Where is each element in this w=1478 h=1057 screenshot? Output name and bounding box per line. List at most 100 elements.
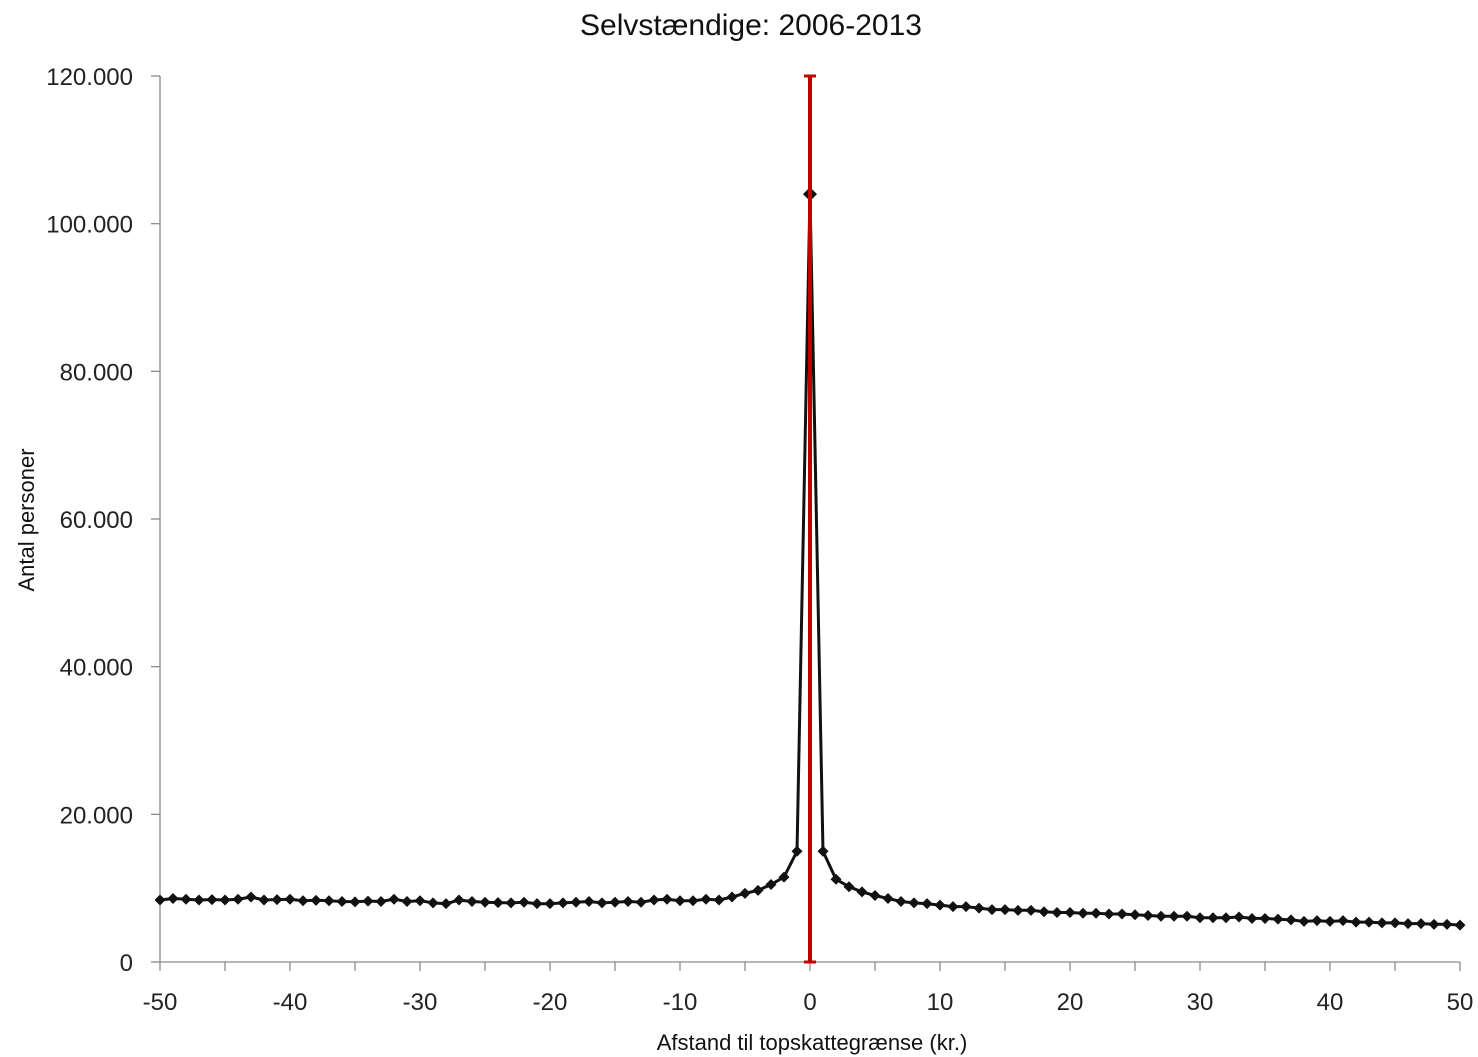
- data-point: [895, 895, 907, 907]
- data-point: [427, 897, 439, 909]
- y-tick-label: 20.000: [60, 802, 133, 829]
- data-point: [596, 897, 608, 909]
- data-point: [271, 894, 283, 906]
- data-point: [973, 902, 985, 914]
- x-tick-label: 50: [1447, 989, 1474, 1016]
- data-point: [752, 884, 764, 896]
- data-point: [609, 896, 621, 908]
- data-point: [1363, 916, 1375, 928]
- data-point: [648, 894, 660, 906]
- data-point: [453, 894, 465, 906]
- data-point: [1051, 907, 1063, 919]
- data-point: [583, 895, 595, 907]
- data-point: [1350, 916, 1362, 928]
- data-point: [635, 896, 647, 908]
- x-tick-label: 30: [1187, 989, 1214, 1016]
- data-point: [1272, 913, 1284, 925]
- data-point: [778, 871, 790, 883]
- data-point: [1389, 917, 1401, 929]
- data-point: [479, 896, 491, 908]
- y-axis: 0 20.000 40.000 60.000 80.000 100.000 120.000: [46, 64, 161, 977]
- data-point: [362, 895, 374, 907]
- data-point: [375, 895, 387, 907]
- data-point: [726, 891, 738, 903]
- data-point: [1298, 915, 1310, 927]
- data-point: [1064, 907, 1076, 919]
- data-point: [921, 898, 933, 910]
- data-point: [414, 895, 426, 907]
- data-point: [1129, 909, 1141, 921]
- data-point: [1259, 912, 1271, 924]
- data-point: [570, 896, 582, 908]
- data-point: [1311, 915, 1323, 927]
- x-tick-label: 0: [803, 989, 816, 1016]
- data-point: [245, 891, 257, 903]
- x-tick-label: 10: [927, 989, 954, 1016]
- data-point: [544, 898, 556, 910]
- data-point: [1233, 911, 1245, 923]
- data-point: [1337, 915, 1349, 927]
- x-tick-label: -10: [663, 989, 698, 1016]
- x-tick-label: 20: [1057, 989, 1084, 1016]
- data-point: [232, 893, 244, 905]
- data-point: [1376, 917, 1388, 929]
- data-point: [193, 894, 205, 906]
- data-point: [336, 895, 348, 907]
- data-point: [401, 895, 413, 907]
- data-point: [297, 895, 309, 907]
- data-point: [1454, 919, 1466, 931]
- data-point: [999, 904, 1011, 916]
- data-point: [1402, 918, 1414, 930]
- data-point: [557, 897, 569, 909]
- data-point: [1038, 906, 1050, 918]
- data-point: [492, 897, 504, 909]
- data-point: [531, 898, 543, 910]
- x-axis-title: Afstand til topskattegrænse (kr.): [657, 1030, 968, 1055]
- data-point: [817, 845, 829, 857]
- x-tick-label: 40: [1317, 989, 1344, 1016]
- data-point: [1246, 912, 1258, 924]
- data-point: [258, 894, 270, 906]
- data-point: [1285, 914, 1297, 926]
- data-point: [791, 845, 803, 857]
- data-point: [882, 893, 894, 905]
- data-point: [505, 897, 517, 909]
- data-point: [1220, 912, 1232, 924]
- data-point: [1103, 908, 1115, 920]
- data-point: [1116, 908, 1128, 920]
- data-point: [1025, 904, 1037, 916]
- data-point: [1142, 909, 1154, 921]
- data-point: [934, 899, 946, 911]
- y-axis-title: Antal personer: [14, 448, 39, 591]
- data-point: [1324, 915, 1336, 927]
- y-tick-label: 80.000: [60, 359, 133, 386]
- data-point: [869, 890, 881, 902]
- data-point: [1415, 918, 1427, 930]
- x-tick-label: -20: [533, 989, 568, 1016]
- data-point: [518, 896, 530, 908]
- data-point: [1155, 910, 1167, 922]
- data-point: [1168, 910, 1180, 922]
- data-point: [388, 893, 400, 905]
- data-point: [739, 887, 751, 899]
- data-point: [622, 895, 634, 907]
- data-point: [908, 897, 920, 909]
- data-point: [466, 895, 478, 907]
- data-point: [1012, 904, 1024, 916]
- data-point: [843, 881, 855, 893]
- data-point: [349, 896, 361, 908]
- data-point: [661, 893, 673, 905]
- data-point: [947, 901, 959, 913]
- data-point: [830, 873, 842, 885]
- data-point: [167, 893, 179, 905]
- data-point: [960, 901, 972, 913]
- data-point: [713, 894, 725, 906]
- data-point: [284, 893, 296, 905]
- data-point: [1207, 912, 1219, 924]
- data-point: [1090, 907, 1102, 919]
- data-point: [219, 894, 231, 906]
- data-point: [180, 893, 192, 905]
- chart-title: Selvstændige: 2006-2013: [580, 9, 922, 42]
- data-point: [687, 895, 699, 907]
